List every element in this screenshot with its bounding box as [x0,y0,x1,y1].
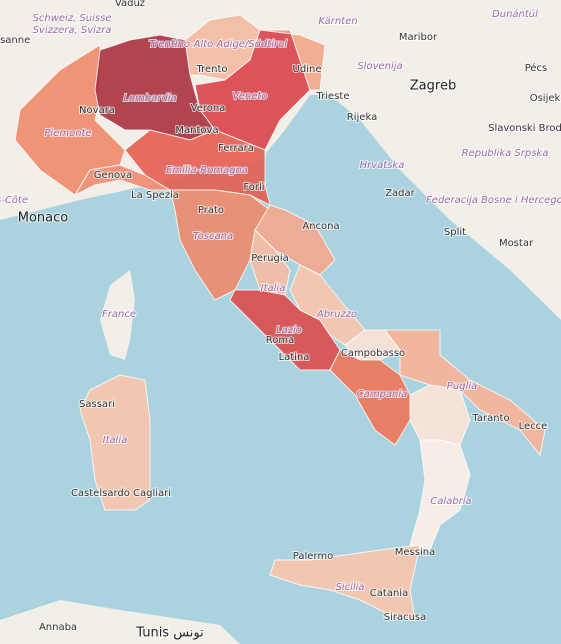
place-label: Schweiz, Suisse [33,13,112,24]
land-africa [0,600,240,644]
place-label: Republika Srpska [462,148,549,159]
region [289,264,366,346]
place-label: Udine [293,64,322,75]
region [79,374,151,511]
place-label: Castelsardo Cagliari [71,488,171,499]
place-label: Italia [261,283,286,294]
place-label: usanne [0,35,30,46]
place-label: Forlì [243,181,264,193]
place-label: Mostar [499,238,534,249]
place-label: Ancona [302,221,339,232]
place-label: Annaba [39,622,77,633]
place-label: Trieste [316,91,350,102]
place-label: Calabria [430,496,471,507]
place-label: Maribor [399,32,438,43]
place-label: Roma [266,335,295,346]
place-label: Verona [191,103,226,114]
place-label: Slavonski Brod [488,123,561,134]
place-label: Tunis تونس [135,626,204,641]
place-label: Dunántúl [492,8,538,20]
place-label: Sassari [79,399,115,410]
place-label: Hrvatska [360,160,405,171]
place-label: Prato [198,205,224,216]
place-label: Zagreb [410,79,456,94]
place-label: Slovenija [357,61,402,72]
corsica [100,270,135,360]
region [409,384,471,446]
place-label: Split [444,227,466,238]
place-label: Emilia-Romagna [166,165,248,176]
place-label: Lazio [276,325,302,336]
place-label: Campania [357,389,408,400]
place-label: Trento [195,64,227,75]
place-label: Pécs [525,62,548,74]
place-label: Taranto [471,413,509,424]
place-label: Zadar [385,188,415,199]
place-label: Sicilia [335,582,364,593]
place-label: Toscana [193,231,233,242]
place-label: Abruzzo [316,309,357,320]
place-label: Monaco [18,211,69,226]
place-label: Novara [79,105,115,116]
place-label: Vaduz [115,0,145,9]
place-label: Latina [279,352,310,363]
place-label: Lombardia [123,93,176,104]
region [384,329,546,457]
place-label: Ferrara [218,143,254,154]
place-label: Osijek [530,93,561,104]
region [409,439,471,551]
place-label: France [102,309,136,320]
place-label: Genova [94,170,132,181]
place-label: Svizzera, Svizra [33,25,112,36]
place-label: Italia [103,435,128,446]
place-label: Rijeka [347,112,377,123]
place-label: Palermo [293,551,333,562]
place-label: La Spezia [131,190,179,201]
region [259,29,326,91]
place-label: Federacija Bosne i Hercegovine [426,195,561,206]
regions [14,14,546,621]
place-label: s-Côte [0,194,28,206]
region [269,544,421,621]
region [169,189,271,301]
place-label: Messina [395,547,435,558]
place-label: Trentino-Alto Adige/Südtirol [149,39,287,50]
place-label: Puglia [447,381,477,392]
place-label: Campobasso [341,348,405,359]
place-label: Siracusa [384,612,427,623]
place-label: Piemonte [44,128,91,139]
place-label: Mantova [175,125,218,136]
place-label: Kärnten [318,16,357,27]
place-label: Perugia [251,253,289,264]
place-label: Veneto [233,91,268,102]
place-label: Lecce [519,421,548,432]
place-label: Catania [370,588,408,599]
